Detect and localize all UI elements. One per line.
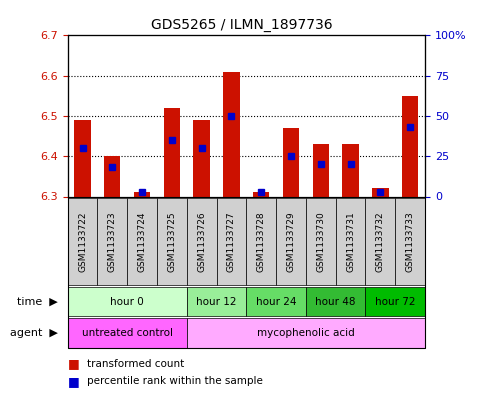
Text: GSM1133725: GSM1133725 <box>168 211 176 272</box>
Bar <box>342 144 359 196</box>
Text: percentile rank within the sample: percentile rank within the sample <box>87 376 263 386</box>
Text: ■: ■ <box>68 357 79 370</box>
Bar <box>134 193 150 196</box>
Text: ■: ■ <box>68 375 79 388</box>
Bar <box>223 72 240 196</box>
Text: GSM1133724: GSM1133724 <box>138 211 146 272</box>
Text: GDS5265 / ILMN_1897736: GDS5265 / ILMN_1897736 <box>151 18 332 32</box>
Text: time  ▶: time ▶ <box>17 297 58 307</box>
Bar <box>74 120 91 196</box>
Text: hour 48: hour 48 <box>315 297 356 307</box>
Text: hour 0: hour 0 <box>110 297 144 307</box>
Bar <box>402 96 418 196</box>
Text: GSM1133729: GSM1133729 <box>286 211 296 272</box>
Bar <box>164 108 180 196</box>
Bar <box>283 128 299 196</box>
Bar <box>313 144 329 196</box>
Text: hour 72: hour 72 <box>375 297 415 307</box>
Text: transformed count: transformed count <box>87 358 184 369</box>
Text: GSM1133728: GSM1133728 <box>257 211 266 272</box>
Text: GSM1133722: GSM1133722 <box>78 211 87 272</box>
Text: GSM1133732: GSM1133732 <box>376 211 385 272</box>
Text: GSM1133730: GSM1133730 <box>316 211 325 272</box>
Bar <box>194 120 210 196</box>
Bar <box>104 156 120 196</box>
Bar <box>253 193 270 196</box>
Bar <box>372 188 388 196</box>
Text: GSM1133731: GSM1133731 <box>346 211 355 272</box>
Text: GSM1133727: GSM1133727 <box>227 211 236 272</box>
Text: hour 24: hour 24 <box>256 297 297 307</box>
Text: GSM1133723: GSM1133723 <box>108 211 117 272</box>
Text: GSM1133726: GSM1133726 <box>197 211 206 272</box>
Text: untreated control: untreated control <box>82 328 173 338</box>
Text: hour 12: hour 12 <box>196 297 237 307</box>
Text: GSM1133733: GSM1133733 <box>406 211 414 272</box>
Text: mycophenolic acid: mycophenolic acid <box>257 328 355 338</box>
Text: agent  ▶: agent ▶ <box>10 328 58 338</box>
